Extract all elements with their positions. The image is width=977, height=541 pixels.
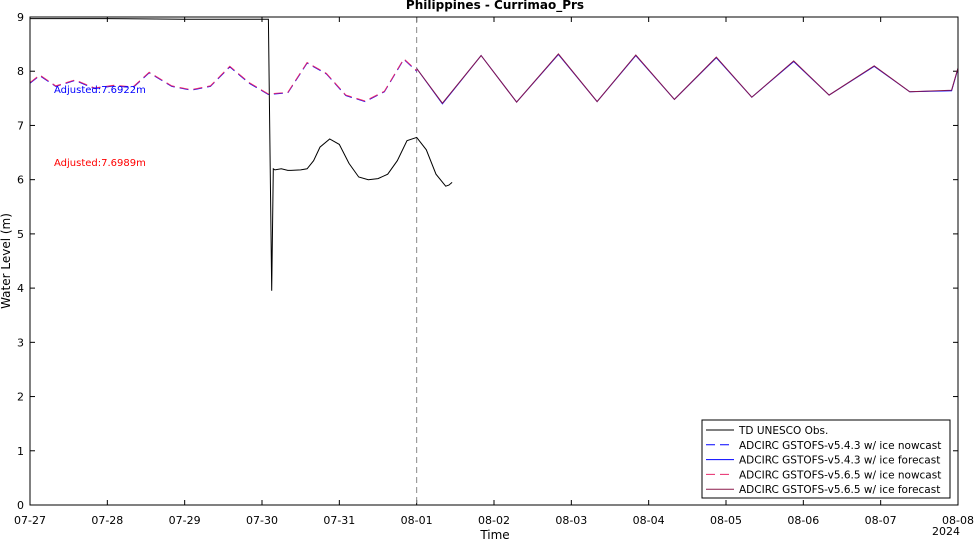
y-tick-label: 9 bbox=[17, 11, 24, 24]
legend-box bbox=[701, 419, 951, 499]
series-line-0 bbox=[30, 18, 453, 291]
y-tick-label: 3 bbox=[17, 336, 24, 349]
x-tick-label: 07-31 bbox=[323, 514, 355, 527]
y-tick-label: 5 bbox=[17, 228, 24, 241]
y-tick-label: 6 bbox=[17, 174, 24, 187]
x-tick-label: 08-08 bbox=[942, 514, 974, 527]
y-tick-label: 0 bbox=[17, 499, 24, 512]
x-axis-label: Time bbox=[479, 528, 509, 541]
plot-frame bbox=[29, 16, 959, 506]
x-tick-label: 07-30 bbox=[246, 514, 278, 527]
legend-label: ADCIRC GSTOFS-v5.6.5 w/ ice forecast bbox=[739, 484, 940, 496]
y-tick-label: 1 bbox=[17, 445, 24, 458]
y-tick-label: 8 bbox=[17, 65, 24, 78]
x-tick-label: 08-06 bbox=[787, 514, 819, 527]
series-line-4 bbox=[416, 53, 959, 105]
legend: TD UNESCO Obs. ADCIRC GSTOFS-v5.4.3 w/ ic… bbox=[701, 419, 951, 499]
x-tick-label: 08-07 bbox=[865, 514, 897, 527]
adjusted-annotation-blue: Adjusted:7.6922m bbox=[54, 85, 146, 96]
x-tick-label: 08-02 bbox=[478, 514, 510, 527]
x-tick-label: 07-28 bbox=[91, 514, 123, 527]
x-tick-label: 07-27 bbox=[14, 514, 46, 527]
x-tick-label: 07-29 bbox=[169, 514, 201, 527]
chart-title: Philippines - Currimao_Prs bbox=[406, 0, 584, 13]
y-tick-label: 7 bbox=[17, 119, 24, 132]
x-tick-label: 08-01 bbox=[401, 514, 433, 527]
year-label: 2024 bbox=[932, 525, 960, 538]
legend-label: ADCIRC GSTOFS-v5.6.5 w/ ice nowcast bbox=[739, 469, 941, 481]
y-tick-label: 2 bbox=[17, 391, 24, 404]
y-tick-label: 4 bbox=[17, 282, 24, 295]
x-tick-label: 08-04 bbox=[633, 514, 665, 527]
legend-label: ADCIRC GSTOFS-v5.4.3 w/ ice forecast bbox=[739, 455, 940, 467]
legend-label: TD UNESCO Obs. bbox=[738, 425, 828, 437]
x-tick-label: 08-03 bbox=[555, 514, 587, 527]
series-line-3 bbox=[29, 58, 418, 102]
y-axis-label: Water Level (m) bbox=[0, 213, 13, 309]
x-tick-label: 08-05 bbox=[710, 514, 742, 527]
plot-area: 07-27 07-28 07-29 07-30 07-31 08-01 08-02 08-03… bbox=[14, 11, 974, 527]
adjusted-annotation-red: Adjusted:7.6989m bbox=[54, 158, 146, 169]
legend-label: ADCIRC GSTOFS-v5.4.3 w/ ice nowcast bbox=[739, 440, 941, 452]
